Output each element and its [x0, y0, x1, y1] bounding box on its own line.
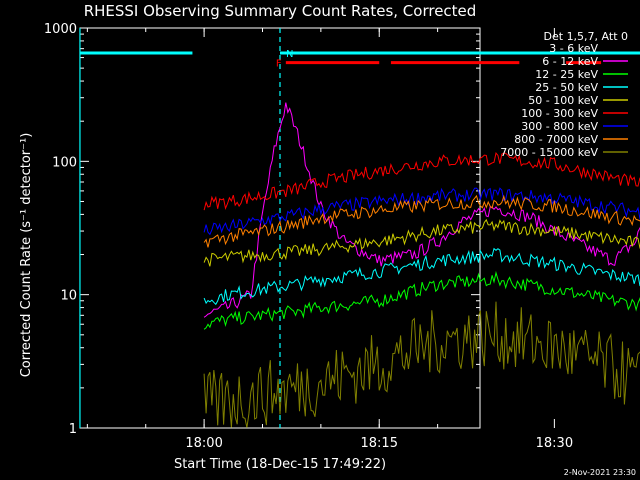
- legend-label: 6 - 12 keV: [542, 55, 598, 68]
- legend-label: 12 - 25 keV: [535, 68, 598, 81]
- legend-label: 100 - 300 keV: [521, 107, 598, 120]
- series-group: [203, 152, 640, 211]
- series-group: [203, 102, 640, 318]
- series-line: [203, 152, 640, 211]
- x-axis-label: Start Time (18-Dec-15 17:49:22): [174, 457, 386, 472]
- series-line: [203, 102, 640, 318]
- series-line: [203, 270, 640, 330]
- series-group: [203, 218, 640, 267]
- legend-label: 300 - 800 keV: [521, 120, 598, 133]
- state-flag-label: F: [276, 59, 282, 70]
- series-group: [203, 301, 640, 428]
- x-tick-label: 18:00: [185, 436, 222, 451]
- y-tick-label: 1000: [44, 22, 77, 37]
- series-group: [203, 157, 640, 331]
- state-flag-label: N: [286, 49, 293, 60]
- series-line: [203, 247, 640, 306]
- legend-label: 50 - 100 keV: [528, 94, 598, 107]
- x-tick-label: 18:15: [361, 436, 398, 451]
- footer-timestamp: 2-Nov-2021 23:30: [564, 468, 636, 477]
- series-line: [203, 194, 640, 248]
- legend-label: 3 - 6 keV: [549, 42, 598, 55]
- plot-area: 110100100018:0018:1518:3018:4519:0019:15…: [44, 22, 640, 451]
- y-tick-label: 100: [52, 155, 77, 170]
- y-tick-label: 1: [69, 422, 77, 437]
- x-tick-label: 18:30: [536, 436, 573, 451]
- series-group: [203, 270, 640, 330]
- legend-label: 7000 - 15000 keV: [500, 146, 598, 159]
- series-group: [203, 187, 640, 236]
- legend-label: 25 - 50 keV: [535, 81, 598, 94]
- series-line: [203, 157, 640, 331]
- series-line: [203, 301, 640, 428]
- series-line: [203, 187, 640, 236]
- y-tick-label: 10: [60, 289, 77, 304]
- legend-header: Det 1,5,7, Att 0: [544, 30, 628, 43]
- series-line: [203, 218, 640, 267]
- y-axis-label: Corrected Count Rate (s⁻¹ detector⁻¹): [19, 133, 34, 378]
- legend-label: 800 - 7000 keV: [514, 133, 598, 146]
- series-group: [203, 194, 640, 248]
- chart-title: RHESSI Observing Summary Count Rates, Co…: [84, 2, 477, 20]
- series-group: [203, 247, 640, 306]
